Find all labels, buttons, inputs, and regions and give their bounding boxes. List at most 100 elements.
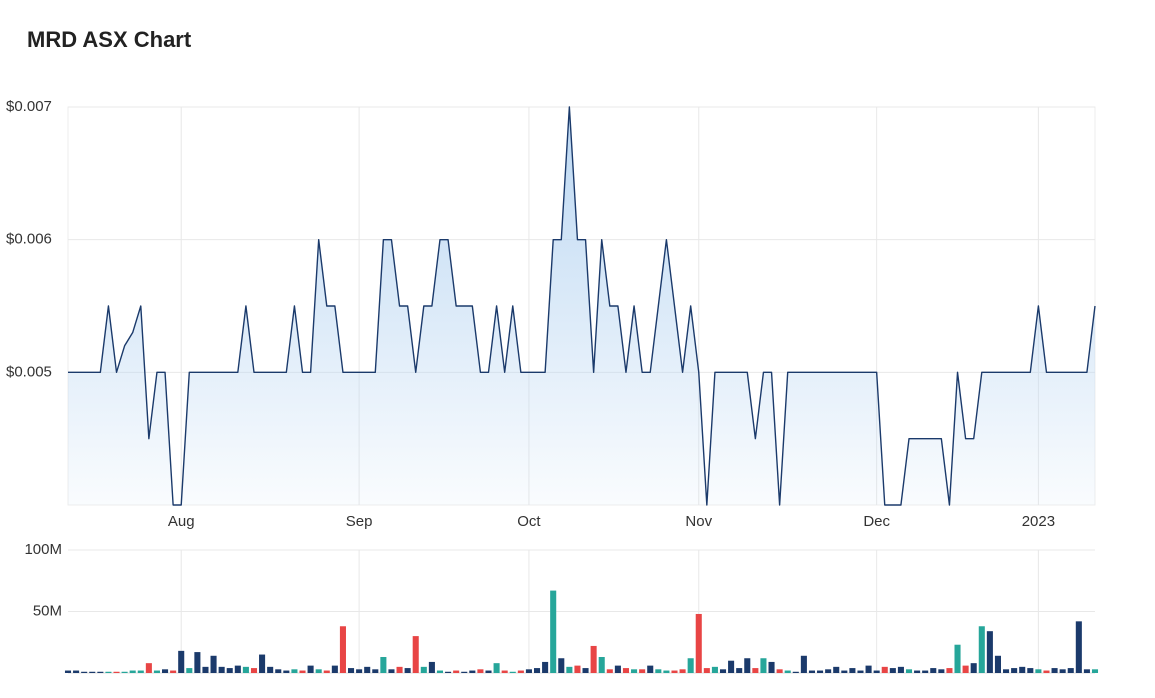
x-tick-label: 2023	[1022, 513, 1055, 530]
volume-bar	[954, 644, 961, 673]
volume-bar	[736, 668, 743, 673]
y-tick-label: $0.007	[6, 98, 52, 115]
volume-bar	[234, 665, 241, 673]
volume-bar	[719, 669, 727, 673]
volume-bar	[752, 668, 759, 673]
volume-bar	[1051, 668, 1058, 673]
volume-bar	[259, 654, 266, 673]
volume-bar	[590, 645, 597, 673]
volume-bar	[453, 670, 460, 673]
volume-bar	[445, 671, 452, 673]
volume-bar	[905, 669, 913, 673]
volume-bar	[970, 663, 977, 673]
volume-bar	[558, 658, 565, 673]
y-tick-label: $0.005	[6, 363, 52, 380]
volume-bar	[938, 669, 945, 673]
volume-bar	[347, 668, 355, 673]
volume-bar	[606, 669, 613, 673]
volume-bar	[283, 670, 290, 673]
volume-bar	[1035, 669, 1042, 673]
volume-bar	[881, 666, 888, 673]
volume-bar	[436, 670, 444, 673]
volume-bar	[202, 666, 209, 673]
volume-bar	[356, 669, 363, 673]
volume-bar	[679, 669, 686, 673]
volume-bar	[129, 670, 136, 673]
volume-bar	[186, 668, 193, 673]
volume-bar	[930, 668, 937, 673]
volume-bar	[849, 668, 856, 673]
volume-bar	[469, 670, 476, 673]
volume-bar	[1067, 668, 1074, 673]
volume-bar	[364, 666, 371, 673]
volume-bar	[639, 669, 646, 673]
volume-bar	[1043, 670, 1050, 673]
volume-bar	[784, 670, 791, 673]
volume-bar	[655, 669, 662, 673]
volume-bar	[833, 666, 840, 673]
volume-bar	[776, 669, 783, 673]
volume-bar	[857, 670, 864, 673]
volume-bar	[986, 631, 993, 673]
volume-bar	[663, 670, 670, 673]
volume-bar	[275, 669, 282, 673]
volume-bar	[315, 669, 322, 673]
volume-bar	[485, 670, 492, 673]
volume-bar	[145, 663, 152, 673]
volume-bar	[339, 626, 346, 673]
volume-bar	[412, 636, 419, 673]
volume-bar	[598, 657, 605, 673]
chart-title: MRD ASX Chart	[27, 27, 192, 52]
volume-bar	[817, 670, 824, 673]
volume-bar	[946, 668, 953, 673]
volume-bar	[73, 670, 80, 673]
volume-bar	[582, 668, 589, 673]
y-tick-label: 50M	[33, 602, 62, 619]
volume-bar	[978, 626, 985, 673]
y-tick-label: 100M	[24, 541, 62, 558]
volume-bar	[703, 668, 710, 673]
volume-bar	[299, 670, 306, 673]
volume-bar	[792, 671, 799, 673]
volume-bar	[728, 660, 735, 673]
volume-bar	[744, 658, 751, 673]
volume-bar	[760, 658, 767, 673]
volume-bar	[962, 665, 969, 673]
volume-bar	[509, 671, 516, 673]
volume-bar	[1003, 669, 1010, 673]
volume-bar	[477, 669, 484, 673]
volume-bar	[137, 670, 144, 673]
volume-bar	[873, 670, 880, 673]
volume-bar	[1011, 668, 1018, 673]
volume-bar	[768, 661, 775, 673]
volume-bar	[291, 669, 298, 673]
x-tick-label: Nov	[685, 513, 712, 530]
volume-bar	[428, 661, 435, 673]
volume-bar	[267, 666, 274, 673]
volume-bar	[210, 655, 217, 673]
x-tick-label: Sep	[346, 513, 373, 530]
volume-bar	[170, 670, 177, 673]
x-tick-label: Oct	[517, 513, 541, 530]
volume-bar	[178, 650, 185, 673]
volume-bar	[671, 670, 678, 673]
volume-bar	[242, 666, 249, 673]
volume-bar	[64, 670, 72, 673]
volume-bar	[194, 652, 201, 673]
volume-bar	[525, 669, 532, 673]
volume-bar	[914, 670, 921, 673]
x-tick-label: Aug	[168, 513, 195, 530]
volume-bar	[1083, 669, 1090, 673]
volume-bar	[800, 655, 807, 673]
volume-bar	[1091, 669, 1099, 673]
volume-bar	[396, 666, 403, 673]
volume-bar	[1075, 621, 1082, 673]
volume-bar	[105, 671, 112, 673]
volume-bar	[622, 668, 630, 673]
price-area	[68, 107, 1095, 505]
volume-bar	[647, 665, 654, 673]
volume-bar	[922, 670, 929, 673]
volume-bar	[493, 663, 500, 673]
volume-bar	[542, 661, 549, 673]
volume-bar	[404, 668, 411, 673]
